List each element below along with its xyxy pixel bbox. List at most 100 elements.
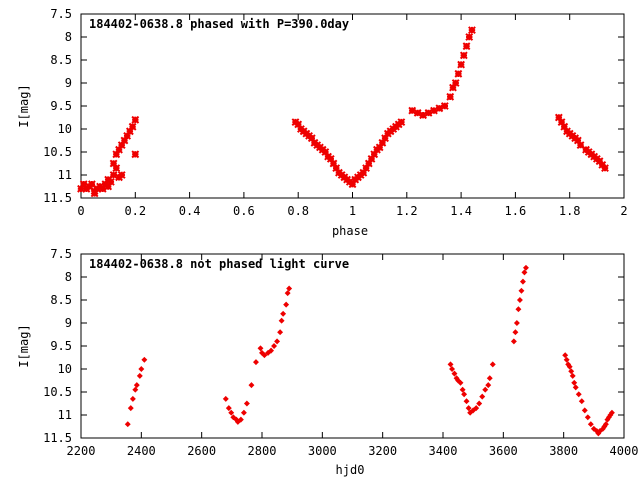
x-tick-label: 0 bbox=[77, 204, 84, 218]
y-tick-label: 8.5 bbox=[50, 293, 72, 307]
data-point bbox=[375, 143, 384, 152]
data-point bbox=[274, 338, 281, 345]
y-tick-label: 9 bbox=[65, 76, 72, 90]
data-point bbox=[454, 69, 463, 78]
data-point bbox=[449, 83, 457, 92]
data-point bbox=[571, 379, 578, 386]
data-point bbox=[117, 141, 126, 150]
data-point bbox=[123, 131, 132, 140]
data-point bbox=[482, 386, 489, 393]
data-point bbox=[364, 159, 373, 168]
data-point bbox=[141, 356, 148, 363]
data-point bbox=[278, 317, 285, 324]
x-tick-label: 3400 bbox=[429, 444, 458, 458]
data-point bbox=[522, 264, 529, 271]
x-tick-label: 2 bbox=[620, 204, 627, 218]
data-point bbox=[225, 405, 232, 412]
y-tick-label: 8 bbox=[65, 270, 72, 284]
x-tick-label: 3200 bbox=[368, 444, 397, 458]
y-tick-label: 7.5 bbox=[50, 7, 72, 21]
data-point bbox=[419, 111, 427, 120]
data-point bbox=[569, 372, 576, 379]
data-point bbox=[326, 154, 335, 163]
data-point bbox=[476, 400, 483, 407]
data-point bbox=[286, 285, 293, 292]
axis-ticks: 0 0.2 0.4 0.6 0.8 1 1.2 1.4 1.6 1.8 2 7.5 8 8.5 9 9.5 10… bbox=[43, 7, 628, 218]
data-point bbox=[489, 361, 496, 368]
data-point bbox=[430, 106, 438, 115]
data-point bbox=[109, 171, 118, 179]
data-point bbox=[581, 407, 588, 414]
data-point bbox=[370, 150, 379, 159]
data-point bbox=[463, 398, 470, 405]
data-point bbox=[578, 398, 585, 405]
data-point bbox=[459, 51, 468, 60]
data-point bbox=[348, 180, 357, 189]
data-point bbox=[367, 154, 376, 163]
data-point bbox=[283, 301, 290, 308]
x-tick-label: 3000 bbox=[308, 444, 337, 458]
data-point bbox=[566, 363, 573, 370]
data-points bbox=[124, 264, 615, 437]
data-point bbox=[129, 395, 136, 402]
data-point bbox=[112, 150, 121, 159]
data-point bbox=[115, 145, 123, 154]
data-point bbox=[261, 352, 268, 359]
y-tick-label: 10.5 bbox=[43, 145, 72, 159]
data-point bbox=[576, 141, 585, 150]
data-point bbox=[87, 180, 96, 189]
data-point bbox=[90, 189, 99, 198]
data-point bbox=[560, 122, 569, 131]
data-point bbox=[515, 306, 522, 313]
y-tick-label: 11 bbox=[58, 408, 72, 422]
data-point bbox=[459, 386, 466, 393]
x-axis-label: hjd0 bbox=[336, 463, 365, 477]
data-point bbox=[332, 164, 341, 173]
data-point bbox=[120, 136, 129, 145]
y-tick-label: 8.5 bbox=[50, 53, 72, 67]
x-tick-label: 1.8 bbox=[559, 204, 581, 218]
data-point bbox=[485, 382, 492, 389]
data-point bbox=[280, 310, 287, 317]
x-tick-label: 1.4 bbox=[450, 204, 472, 218]
x-tick-label: 3600 bbox=[489, 444, 518, 458]
y-tick-label: 9.5 bbox=[50, 99, 72, 113]
data-point bbox=[359, 168, 368, 177]
data-point bbox=[486, 375, 493, 382]
x-tick-label: 1.6 bbox=[505, 204, 527, 218]
data-point bbox=[228, 409, 235, 416]
data-point bbox=[397, 118, 406, 127]
data-point bbox=[451, 370, 458, 377]
data-point bbox=[465, 405, 472, 412]
data-point bbox=[329, 159, 338, 168]
data-point bbox=[413, 108, 422, 117]
y-tick-label: 8 bbox=[65, 30, 72, 44]
data-point bbox=[479, 393, 486, 400]
y-tick-label: 10 bbox=[58, 362, 72, 376]
data-point bbox=[584, 414, 591, 421]
x-tick-label: 0.8 bbox=[287, 204, 309, 218]
data-point bbox=[133, 382, 140, 389]
plot-frame bbox=[80, 13, 625, 199]
data-point bbox=[127, 405, 134, 412]
data-point bbox=[449, 366, 456, 372]
data-point bbox=[124, 421, 131, 428]
data-point bbox=[79, 180, 88, 189]
x-tick-label: 2800 bbox=[248, 444, 277, 458]
data-point bbox=[563, 356, 570, 363]
data-point bbox=[512, 329, 519, 336]
y-tick-label: 10.5 bbox=[43, 385, 72, 399]
data-point bbox=[378, 138, 387, 147]
y-tick-label: 11.5 bbox=[43, 431, 72, 445]
data-point bbox=[104, 182, 113, 191]
data-point bbox=[557, 118, 566, 127]
data-point bbox=[516, 297, 523, 303]
data-point bbox=[117, 171, 126, 179]
data-point bbox=[451, 79, 460, 87]
data-point bbox=[424, 108, 433, 117]
data-point bbox=[131, 150, 140, 159]
data-point bbox=[307, 134, 316, 143]
data-point bbox=[230, 414, 237, 421]
y-axis-label: I[mag] bbox=[17, 324, 31, 367]
data-point bbox=[465, 33, 474, 41]
